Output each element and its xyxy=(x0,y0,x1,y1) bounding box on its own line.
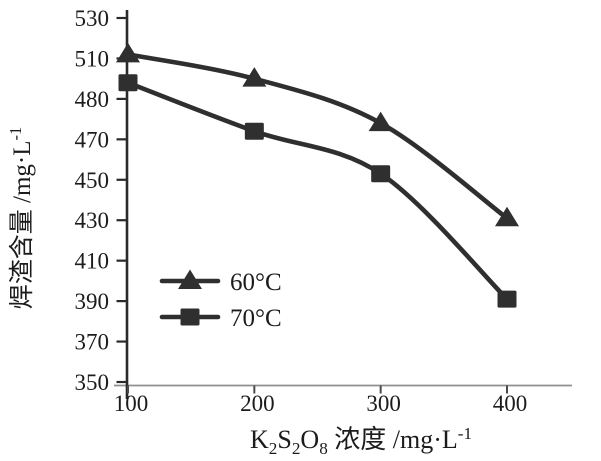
x-axis-title: K2S2O8 浓度 /mg·L-1 xyxy=(250,424,472,458)
series-marker-70°C xyxy=(244,122,264,140)
y-tick-label: 470 xyxy=(75,127,110,152)
y-tick-label: 480 xyxy=(75,87,110,112)
series-marker-60°C xyxy=(495,206,519,227)
series-marker-70°C xyxy=(497,290,517,308)
series-line-70°C xyxy=(125,80,510,302)
y-tick-label: 410 xyxy=(75,249,110,274)
series-marker-70°C xyxy=(371,165,391,183)
x-tick-label: 400 xyxy=(493,391,528,416)
y-tick-label: 390 xyxy=(75,289,110,314)
legend-label: 60°C xyxy=(230,269,282,296)
series-marker-60°C xyxy=(242,67,267,87)
legend-marker xyxy=(180,308,200,326)
x-tick-label: 200 xyxy=(240,391,275,416)
x-tick-label: 100 xyxy=(114,391,149,416)
series-marker-60°C xyxy=(368,111,393,132)
legend-marker xyxy=(178,269,202,289)
x-tick-label: 300 xyxy=(366,391,401,416)
y-tick-label: 450 xyxy=(75,168,110,193)
legend-label: 70°C xyxy=(230,305,282,332)
series-marker-70°C xyxy=(118,74,138,92)
series-line-60°C xyxy=(125,52,510,221)
y-tick-label: 370 xyxy=(75,330,110,355)
series-marker-60°C xyxy=(116,42,140,63)
y-axis-title: 焊渣含量 /mg·L-1 xyxy=(6,127,36,310)
y-tick-label: 530 xyxy=(75,6,110,31)
y-tick-label: 350 xyxy=(75,370,110,395)
y-tick-label: 510 xyxy=(75,46,110,71)
y-tick-label: 430 xyxy=(75,208,110,233)
